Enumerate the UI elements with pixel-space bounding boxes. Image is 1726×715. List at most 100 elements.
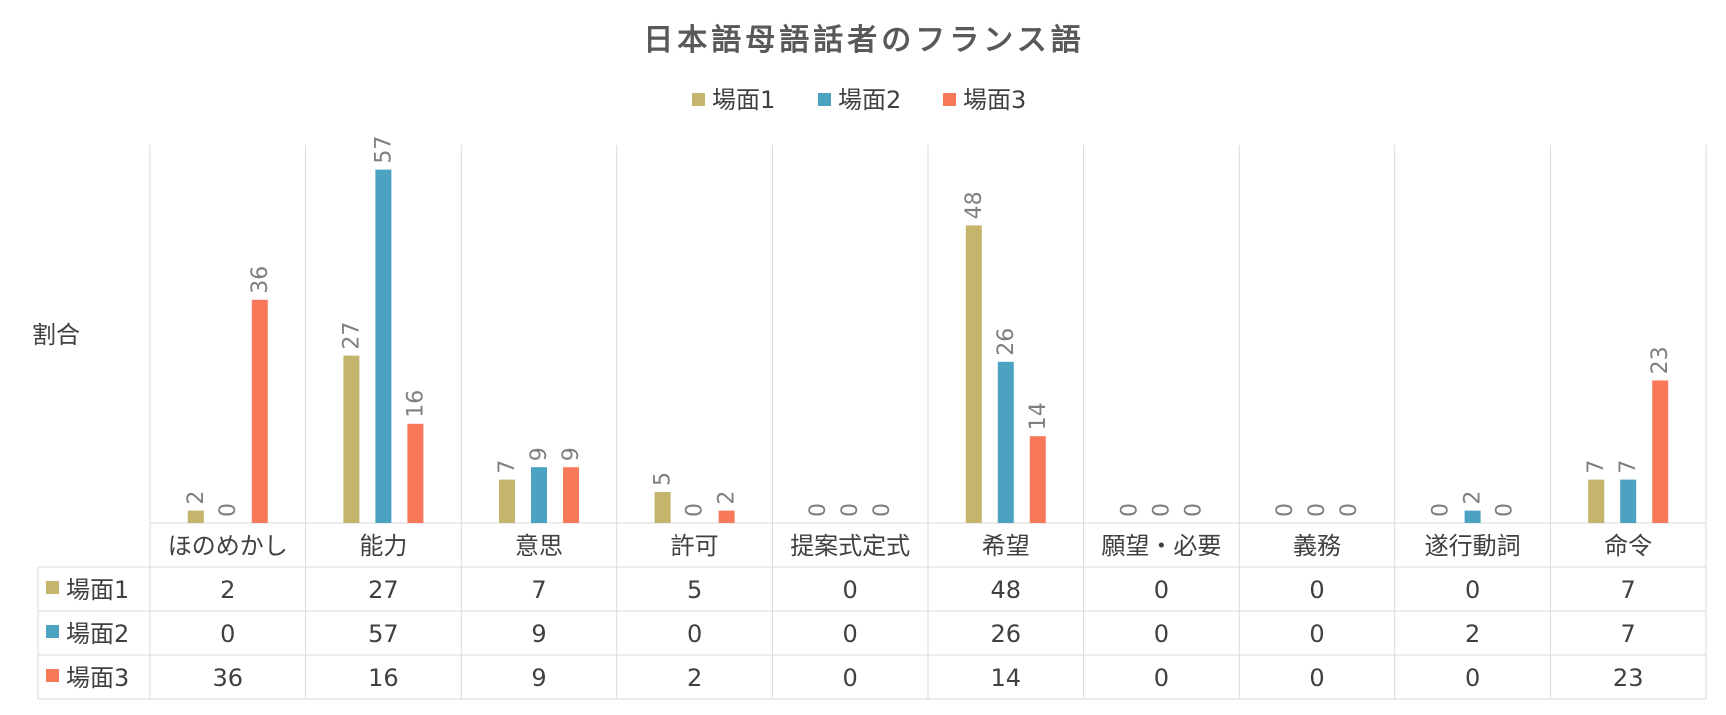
table-cell-1-8: 0: [1309, 576, 1324, 604]
table-swatch-1: [46, 581, 59, 594]
table-series-label-1: 場面1: [66, 576, 129, 604]
data-label-3-10: 23: [1648, 346, 1673, 374]
data-label-1-10: 7: [1584, 460, 1609, 474]
data-label-3-4: 2: [715, 491, 740, 505]
data-label-1-8: 0: [1273, 503, 1298, 517]
bar-3-4: [718, 510, 735, 523]
legend-swatch-1: [692, 93, 705, 106]
bar-1-10: [1588, 479, 1605, 523]
data-label-2-8: 0: [1305, 503, 1330, 517]
data-label-2-1: 0: [216, 503, 241, 517]
data-label-2-3: 9: [527, 447, 552, 461]
bar-2-2: [375, 169, 392, 523]
data-label-1-5: 0: [806, 503, 831, 517]
data-label-2-6: 26: [994, 328, 1019, 356]
data-label-2-5: 0: [838, 503, 863, 517]
table-series-label-3: 場面3: [66, 664, 129, 692]
data-label-1-6: 48: [962, 191, 987, 219]
category-label-6: 希望: [982, 532, 1030, 560]
bar-1-6: [965, 225, 982, 523]
bar-1-3: [499, 479, 515, 523]
table-cell-2-6: 26: [991, 620, 1022, 648]
table-cell-2-2: 57: [368, 620, 399, 648]
data-label-1-1: 2: [184, 491, 209, 505]
data-label-3-3: 9: [559, 447, 584, 461]
table-cell-1-2: 27: [368, 576, 399, 604]
legend-swatch-3: [943, 93, 956, 106]
data-label-1-2: 27: [339, 322, 364, 350]
table-cell-1-6: 48: [991, 576, 1022, 604]
table-swatch-2: [46, 625, 59, 638]
table-cell-1-9: 0: [1465, 576, 1480, 604]
data-label-3-2: 16: [403, 390, 428, 418]
table-cell-2-5: 0: [843, 620, 858, 648]
grid: [37, 145, 1707, 700]
data-label-1-7: 0: [1117, 503, 1142, 517]
legend: 場面1 場面2 場面3: [692, 86, 1026, 114]
table-cell-3-7: 0: [1154, 664, 1169, 692]
table-series-label-2: 場面2: [66, 620, 129, 648]
category-label-1: ほのめかし: [168, 532, 288, 560]
bar-2-3: [531, 467, 547, 523]
bar-3-10: [1652, 380, 1669, 523]
table-cell-3-6: 14: [991, 664, 1022, 692]
bar-2-9: [1464, 510, 1481, 523]
table-cell-1-3: 7: [531, 576, 546, 604]
data-label-3-5: 0: [870, 503, 895, 517]
table-cell-2-4: 0: [687, 620, 702, 648]
category-label-5: 提案式定式: [790, 532, 910, 560]
bar-3-6: [1029, 436, 1046, 523]
table-cell-3-8: 0: [1309, 664, 1324, 692]
legend-label-1: 場面1: [712, 86, 775, 114]
table-cell-3-5: 0: [843, 664, 858, 692]
data-label-2-7: 0: [1149, 503, 1174, 517]
category-label-2: 能力: [359, 532, 407, 560]
table-cell-3-4: 2: [687, 664, 702, 692]
bar-3-1: [251, 299, 268, 523]
table-cell-3-10: 23: [1613, 664, 1644, 692]
bars: [187, 169, 1669, 523]
data-label-2-9: 2: [1461, 491, 1486, 505]
category-label-4: 許可: [671, 532, 719, 560]
data-label-3-7: 0: [1181, 503, 1206, 517]
category-label-8: 義務: [1293, 532, 1341, 560]
table-cell-3-1: 36: [213, 664, 244, 692]
table-cell-2-8: 0: [1309, 620, 1324, 648]
data-label-2-2: 57: [371, 136, 396, 164]
table-cell-1-4: 5: [687, 576, 702, 604]
table-cell-2-1: 0: [220, 620, 235, 648]
table-cell-2-3: 9: [531, 620, 546, 648]
data-label-3-8: 0: [1337, 503, 1362, 517]
category-label-10: 命令: [1604, 532, 1652, 560]
data-label-3-1: 36: [248, 266, 273, 294]
data-label-2-10: 7: [1616, 460, 1641, 474]
table-cell-1-1: 2: [220, 576, 235, 604]
bar-2-10: [1620, 479, 1637, 523]
data-label-3-6: 14: [1026, 402, 1051, 430]
table-cell-1-10: 7: [1621, 576, 1636, 604]
bar-2-6: [997, 361, 1014, 523]
bar-1-4: [654, 492, 671, 523]
data-label-1-3: 7: [495, 460, 520, 474]
category-label-9: 遂行動詞: [1425, 532, 1521, 560]
data-label-2-4: 0: [683, 503, 708, 517]
table-cell-3-2: 16: [368, 664, 399, 692]
chart-title: 日本語母語話者のフランス語: [643, 23, 1084, 58]
y-axis-label: 割合: [32, 321, 80, 349]
table-cell-2-10: 7: [1621, 620, 1636, 648]
bar-3-2: [407, 423, 424, 523]
table-cell-3-9: 0: [1465, 664, 1480, 692]
data-label-3-9: 0: [1493, 503, 1518, 517]
category-label-3: 意思: [515, 532, 563, 560]
bar-3-3: [563, 467, 579, 523]
data-label-1-4: 5: [651, 472, 676, 486]
table-cell-2-9: 2: [1465, 620, 1480, 648]
table-cell-3-3: 9: [531, 664, 546, 692]
category-labels: ほのめかし 能力 意思 許可 提案式定式 希望 願望・必要 義務 遂行動詞 命令: [168, 532, 1652, 560]
table-swatch-3: [46, 669, 59, 682]
legend-label-2: 場面2: [838, 86, 901, 114]
legend-label-3: 場面3: [963, 86, 1026, 114]
